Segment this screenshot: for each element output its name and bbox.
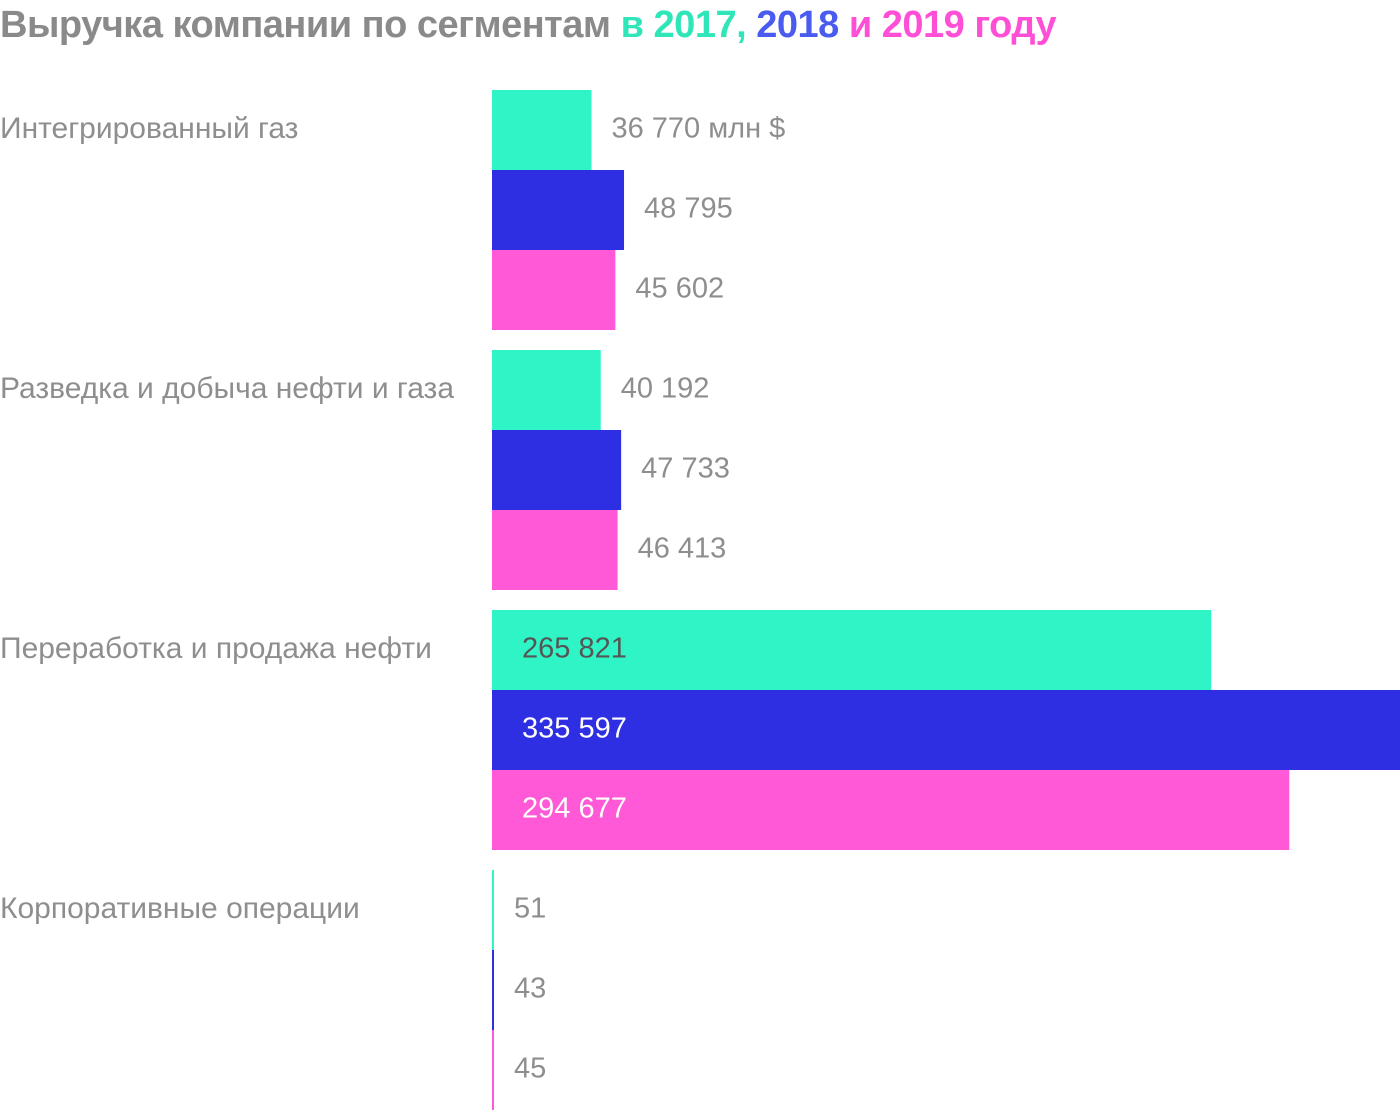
bar-2018 [492, 950, 494, 1030]
bar-2019 [492, 250, 616, 330]
value-label-2019: 46 413 [638, 533, 727, 565]
value-label-2018: 43 [514, 973, 546, 1005]
bar-2017 [492, 90, 592, 170]
value-label-2017: 265 821 [522, 633, 627, 665]
bar-2017 [492, 350, 601, 430]
category-label: Переработка и продажа нефти [0, 632, 432, 665]
value-label-2018: 47 733 [641, 453, 730, 485]
bar-2019 [492, 770, 1290, 850]
title-prefix: в [620, 4, 644, 46]
category-label: Интегрированный газ [0, 112, 298, 145]
chart-title: Выручка компании по сегментам в 2017, 20… [0, 0, 1057, 50]
title-main: Выручка компании по сегментам [0, 4, 611, 46]
value-label-2019: 294 677 [522, 793, 627, 825]
title-suffix: году [974, 4, 1057, 46]
title-connector: и [848, 4, 872, 46]
bar-2017 [492, 610, 1212, 690]
category-label: Разведка и добыча нефти и газа [0, 372, 454, 405]
bar-2019 [492, 1030, 494, 1110]
value-label-2017: 40 192 [621, 373, 710, 405]
title-year-2017: 2017, [653, 4, 747, 46]
bar-2019 [492, 510, 618, 590]
value-label-2017: 51 [514, 893, 546, 925]
value-label-2018: 335 597 [522, 713, 627, 745]
bar-2018 [492, 690, 1400, 770]
category-label: Корпоративные операции [0, 892, 360, 925]
value-label-2019: 45 602 [635, 273, 724, 305]
bar-2018 [492, 430, 622, 510]
bar-2018 [492, 170, 625, 250]
title-year-2018: 2018 [756, 4, 839, 46]
bar-2017 [492, 870, 494, 950]
value-label-2018: 48 795 [644, 193, 733, 225]
value-label-2017: 36 770 млн $ [611, 113, 785, 145]
title-year-2019: 2019 [881, 4, 965, 46]
value-label-2019: 45 [514, 1053, 546, 1085]
